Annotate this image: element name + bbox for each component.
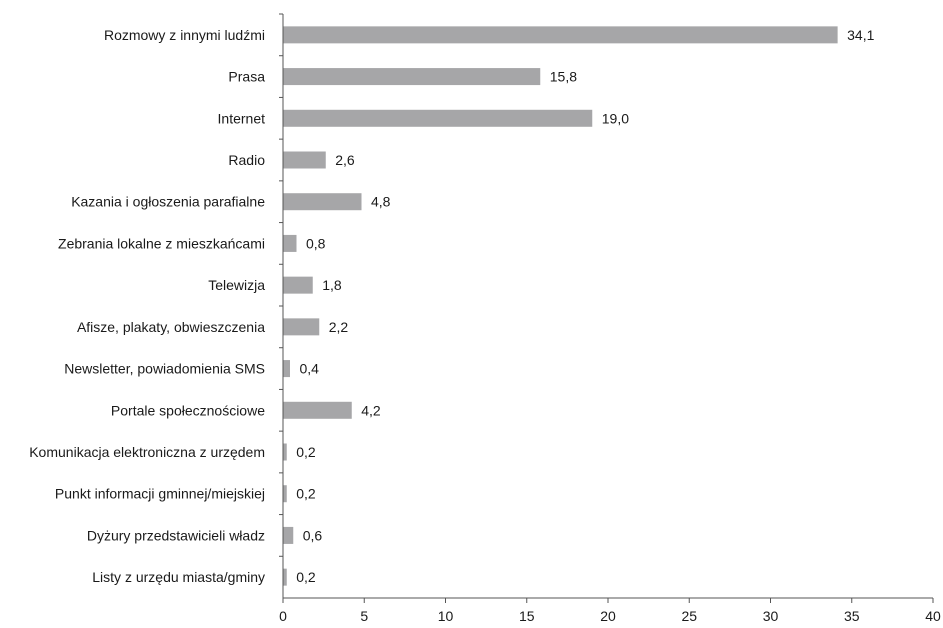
bar-5: [283, 234, 297, 252]
x-tick-label-0: 0: [279, 608, 287, 624]
category-label-6: Telewizja: [208, 277, 265, 293]
bar-2: [283, 109, 593, 127]
value-label-1: 15,8: [550, 69, 577, 85]
x-tick-label-5: 25: [681, 608, 697, 624]
bar-13: [283, 568, 287, 586]
x-tick-label-8: 40: [925, 608, 941, 624]
bar-3: [283, 151, 326, 169]
x-tick-label-4: 20: [600, 608, 616, 624]
x-tick-label-6: 30: [763, 608, 779, 624]
value-label-8: 0,4: [300, 361, 320, 377]
bar-7: [283, 318, 320, 336]
value-label-7: 2,2: [329, 319, 349, 335]
value-label-13: 0,2: [296, 569, 316, 585]
bar-1: [283, 68, 541, 86]
value-label-12: 0,6: [303, 527, 323, 543]
category-label-9: Portale społecznościowe: [111, 402, 265, 418]
axes-group: 0 5 10 15 20 25 30 35 40: [279, 13, 941, 624]
bar-0: [283, 26, 838, 44]
value-label-4: 4,8: [371, 194, 391, 210]
category-label-11: Punkt informacji gminnej/miejskiej: [55, 486, 265, 502]
x-tick-label-1: 5: [360, 608, 368, 624]
category-label-12: Dyżury przedstawicieli władz: [87, 527, 265, 543]
category-label-1: Prasa: [228, 69, 265, 85]
bar-4: [283, 193, 362, 211]
value-label-11: 0,2: [296, 486, 316, 502]
value-label-9: 4,2: [361, 402, 381, 418]
x-tick-label-3: 15: [519, 608, 535, 624]
value-label-3: 2,6: [335, 152, 355, 168]
category-label-3: Radio: [228, 152, 265, 168]
x-tick-label-2: 10: [438, 608, 454, 624]
x-tick-label-7: 35: [844, 608, 860, 624]
category-label-8: Newsletter, powiadomienia SMS: [64, 361, 265, 377]
bar-8: [283, 360, 290, 378]
value-label-0: 34,1: [847, 27, 874, 43]
bar-11: [283, 485, 287, 503]
category-label-4: Kazania i ogłoszenia parafialne: [71, 194, 265, 210]
value-label-2: 19,0: [602, 110, 629, 126]
category-label-5: Zebrania lokalne z mieszkańcami: [58, 235, 265, 251]
category-label-7: Afisze, plakaty, obwieszczenia: [77, 319, 265, 335]
value-label-10: 0,2: [296, 444, 316, 460]
bar-6: [283, 276, 313, 294]
value-label-5: 0,8: [306, 235, 326, 251]
value-label-6: 1,8: [322, 277, 342, 293]
bar-10: [283, 443, 287, 461]
category-label-10: Komunikacja elektroniczna z urzędem: [29, 444, 265, 460]
bar-12: [283, 526, 294, 544]
bar-9: [283, 401, 352, 419]
category-label-13: Listy z urzędu miasta/gminy: [92, 569, 265, 585]
category-label-0: Rozmowy z innymi ludźmi: [104, 27, 265, 43]
bars-group: Rozmowy z innymi ludźmi 34,1 Prasa 15,8 Inte…: [29, 26, 875, 586]
category-label-2: Internet: [218, 110, 266, 126]
